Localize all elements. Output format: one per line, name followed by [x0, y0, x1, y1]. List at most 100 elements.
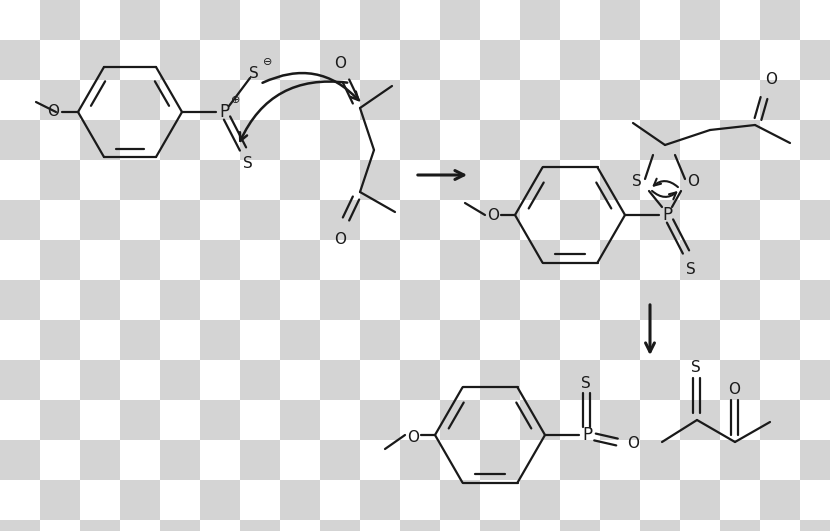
Bar	[40, 480, 80, 520]
Bar	[40, 200, 80, 240]
Bar	[640, 520, 680, 531]
Bar	[400, 480, 440, 520]
Bar	[280, 160, 320, 200]
Bar	[800, 120, 830, 160]
Text: O: O	[627, 435, 639, 450]
Bar	[480, 440, 520, 480]
Text: S: S	[686, 261, 696, 277]
Bar	[120, 320, 160, 360]
Bar	[120, 120, 160, 160]
Bar	[280, 480, 320, 520]
Text: O: O	[765, 73, 777, 88]
Bar	[440, 400, 480, 440]
Bar	[280, 120, 320, 160]
Bar	[560, 520, 600, 531]
Bar	[600, 0, 640, 40]
Bar	[320, 240, 360, 280]
Bar	[360, 240, 400, 280]
Bar	[40, 160, 80, 200]
Bar	[720, 80, 760, 120]
Bar	[720, 120, 760, 160]
Bar	[400, 360, 440, 400]
Bar	[400, 120, 440, 160]
Text: S: S	[691, 361, 701, 375]
Bar	[320, 480, 360, 520]
Bar	[680, 280, 720, 320]
Bar	[240, 360, 280, 400]
Bar	[0, 200, 40, 240]
Bar	[600, 80, 640, 120]
Bar	[200, 280, 240, 320]
Bar	[640, 480, 680, 520]
Bar	[320, 400, 360, 440]
Bar	[720, 40, 760, 80]
Bar	[480, 120, 520, 160]
Bar	[760, 360, 800, 400]
Bar	[200, 320, 240, 360]
Bar	[40, 240, 80, 280]
Bar	[160, 80, 200, 120]
Bar	[0, 280, 40, 320]
Bar	[240, 440, 280, 480]
Bar	[560, 80, 600, 120]
Text: S: S	[632, 174, 642, 189]
Bar	[40, 400, 80, 440]
Bar	[560, 240, 600, 280]
Bar	[640, 200, 680, 240]
Bar	[360, 80, 400, 120]
Bar	[120, 520, 160, 531]
Bar	[200, 0, 240, 40]
Bar	[720, 440, 760, 480]
Bar	[520, 240, 560, 280]
Bar	[680, 360, 720, 400]
Bar	[520, 0, 560, 40]
Bar	[160, 520, 200, 531]
Bar	[760, 440, 800, 480]
Bar	[0, 0, 40, 40]
Bar	[80, 200, 120, 240]
Bar	[640, 120, 680, 160]
Bar	[200, 200, 240, 240]
Bar	[360, 520, 400, 531]
Bar	[520, 120, 560, 160]
Bar	[800, 520, 830, 531]
Text: O: O	[487, 208, 499, 222]
Bar	[600, 280, 640, 320]
Bar	[160, 360, 200, 400]
Bar	[560, 40, 600, 80]
Bar	[320, 0, 360, 40]
Bar	[640, 280, 680, 320]
Bar	[600, 120, 640, 160]
Bar	[440, 320, 480, 360]
Bar	[40, 320, 80, 360]
Text: O: O	[687, 174, 699, 189]
Bar	[640, 240, 680, 280]
Bar	[80, 240, 120, 280]
Bar	[720, 360, 760, 400]
Bar	[240, 0, 280, 40]
Bar	[200, 440, 240, 480]
Bar	[360, 40, 400, 80]
Bar	[560, 160, 600, 200]
Bar	[720, 400, 760, 440]
Bar	[560, 320, 600, 360]
Bar	[360, 0, 400, 40]
Text: O: O	[334, 232, 346, 246]
Text: P: P	[662, 206, 672, 224]
Text: ⊖: ⊖	[263, 57, 273, 67]
Bar	[240, 160, 280, 200]
Bar	[560, 120, 600, 160]
Bar	[80, 480, 120, 520]
Bar	[800, 320, 830, 360]
Bar	[400, 440, 440, 480]
Bar	[160, 0, 200, 40]
Bar	[800, 240, 830, 280]
Bar	[360, 280, 400, 320]
Bar	[0, 160, 40, 200]
Bar	[640, 320, 680, 360]
Bar	[40, 0, 80, 40]
Bar	[480, 0, 520, 40]
Bar	[680, 160, 720, 200]
Bar	[80, 0, 120, 40]
Bar	[400, 160, 440, 200]
